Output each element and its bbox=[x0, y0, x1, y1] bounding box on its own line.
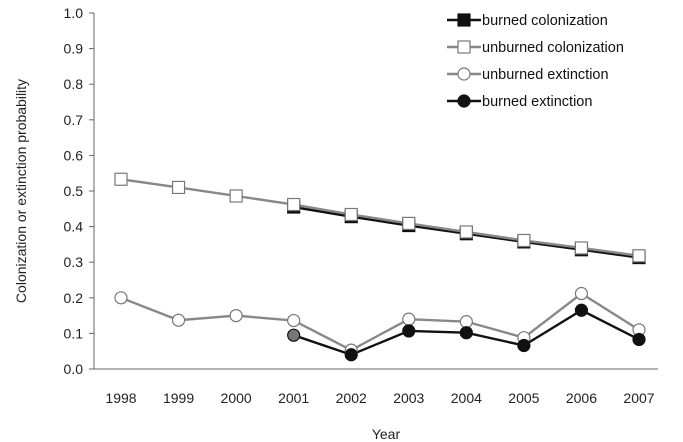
legend-label: burned extinction bbox=[482, 94, 592, 110]
series-lines bbox=[120, 178, 640, 357]
x-tick-label: 2002 bbox=[336, 390, 367, 406]
burned-extinction-point bbox=[287, 328, 301, 342]
unburned-colonization-point bbox=[229, 189, 243, 203]
x-tick-label: 1998 bbox=[105, 390, 136, 406]
unburned-colonization-point bbox=[517, 233, 531, 248]
x-tick-label: 2005 bbox=[508, 390, 539, 406]
y-tick-label: 0.8 bbox=[64, 76, 84, 92]
legend-marker bbox=[457, 13, 471, 27]
y-tick-label: 0.4 bbox=[64, 219, 84, 235]
x-axis-title: Year bbox=[372, 426, 401, 442]
legend-marker bbox=[457, 94, 471, 108]
x-tick-group: 1998 1999 2000 2001 2002 2003 2004 2005 2006 2007 bbox=[105, 390, 654, 406]
unburned-extinction-point bbox=[287, 313, 301, 328]
unburned-colonization-point bbox=[402, 216, 416, 230]
unburned-colonization-point bbox=[287, 197, 301, 212]
unburned-extinction-point bbox=[402, 312, 416, 326]
unburned-extinction-point bbox=[229, 309, 243, 323]
x-tick-label: 1999 bbox=[163, 390, 194, 406]
x-tick-label: 2001 bbox=[278, 390, 309, 406]
burned-extinction-point bbox=[574, 303, 589, 317]
y-tick-label: 0.0 bbox=[64, 361, 84, 377]
x-tick-label: 2007 bbox=[623, 390, 654, 406]
unburned-colonization-point bbox=[171, 180, 186, 195]
burned-extinction-point bbox=[402, 324, 416, 338]
x-tick-label: 2006 bbox=[566, 390, 597, 406]
unburned-colonization-point bbox=[114, 172, 128, 186]
legend-label: burned colonization bbox=[482, 13, 608, 29]
legend-label: unburned colonization bbox=[482, 40, 624, 56]
x-tick-label: 2003 bbox=[393, 390, 424, 406]
legend-marker bbox=[457, 67, 471, 81]
unburned-colonization-point bbox=[574, 241, 589, 255]
legend-label: unburned extinction bbox=[482, 67, 609, 83]
unburned-extinction-point bbox=[171, 313, 186, 327]
burned-extinction-point bbox=[517, 338, 531, 353]
y-tick-label: 0.7 bbox=[64, 112, 84, 128]
legend-marker bbox=[457, 40, 471, 54]
y-tick-label: 0.3 bbox=[64, 254, 84, 270]
y-tick-label: 0.2 bbox=[64, 290, 84, 306]
y-axis-title: Colonization or extinction probability bbox=[13, 79, 29, 303]
unburned-colonization-point bbox=[344, 207, 358, 222]
y-tick-label: 0.5 bbox=[64, 183, 84, 199]
burned-extinction-point bbox=[632, 332, 646, 347]
y-tick-label: 0.1 bbox=[64, 325, 84, 341]
burned-extinction-point bbox=[459, 326, 473, 340]
x-tick-label: 2004 bbox=[451, 390, 482, 406]
unburned-extinction-line bbox=[120, 292, 640, 352]
y-tick-label: 1.0 bbox=[64, 5, 84, 21]
y-tick-group: 0.0 0.1 0.2 0.3 0.4 0.5 0.6 0.7 0.8 0.9 1.0 bbox=[64, 5, 94, 377]
unburned-extinction-point bbox=[114, 291, 128, 305]
unburned-extinction-point bbox=[459, 315, 473, 329]
unburned-colonization-point bbox=[459, 225, 473, 239]
unburned-colonization-line bbox=[120, 178, 640, 257]
unburned-colonization-point bbox=[632, 249, 646, 263]
burned-extinction-point bbox=[344, 348, 358, 362]
y-tick-label: 0.6 bbox=[64, 147, 84, 163]
series-markers bbox=[114, 172, 646, 362]
x-tick-label: 2000 bbox=[221, 390, 252, 406]
y-tick-label: 0.9 bbox=[64, 41, 84, 57]
legend: burned colonization unburned colonization… bbox=[447, 13, 624, 110]
unburned-extinction-point bbox=[574, 286, 589, 301]
